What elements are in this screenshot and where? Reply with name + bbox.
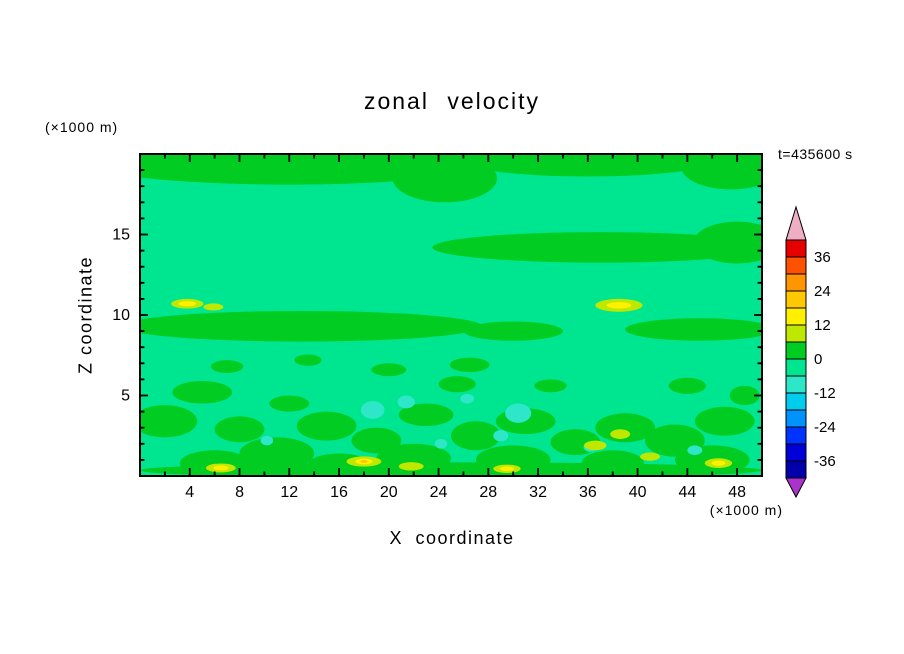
colorbar-tick-label: 0	[814, 351, 822, 368]
colorbar-segment	[785, 290, 807, 309]
colorbar-segment	[785, 460, 807, 479]
contour-patch	[351, 427, 402, 454]
contour-patch	[213, 465, 229, 471]
colorbar-segment	[785, 358, 807, 377]
contour-patch	[140, 405, 198, 438]
contour-patch	[640, 452, 660, 461]
contour-patch	[214, 416, 265, 443]
x-axis-unit-label: (×1000 m)	[709, 502, 783, 518]
contour-patch	[371, 363, 407, 377]
contour-patch	[360, 459, 368, 464]
contour-patch	[584, 440, 607, 451]
colorbar-segment	[785, 426, 807, 445]
colorbar-segment	[785, 443, 807, 462]
time-annotation: t=435600 s	[778, 146, 853, 162]
colorbar-segment	[785, 324, 807, 343]
contour-patch	[398, 462, 424, 471]
x-tick-label: 16	[330, 484, 348, 501]
contour-patch	[140, 310, 483, 342]
contour-patch	[296, 411, 357, 441]
x-tick-label: 8	[235, 484, 244, 501]
colorbar-segment	[785, 375, 807, 394]
contour-patch	[610, 429, 631, 439]
contour-patch	[260, 435, 274, 446]
x-tick-label: 20	[380, 484, 398, 501]
contour-patch	[140, 462, 762, 476]
contour-patch	[493, 430, 509, 442]
colorbar-segment	[785, 256, 807, 275]
x-tick-label: 24	[430, 484, 448, 501]
x-tick-label: 44	[678, 484, 696, 501]
y-tick-label: 5	[121, 388, 130, 405]
contour-patch	[505, 403, 532, 423]
y-tick-label: 10	[112, 307, 130, 324]
contour-patch	[451, 154, 725, 177]
x-tick-label: 32	[529, 484, 547, 501]
contour-patch	[172, 381, 233, 404]
contour-patch	[434, 438, 448, 449]
colorbar-over-arrow	[785, 205, 807, 241]
contour-field	[140, 154, 762, 476]
x-tick-label: 4	[185, 484, 194, 501]
contour-patch	[210, 360, 244, 373]
contour-patch	[432, 232, 762, 263]
contour-patch	[500, 466, 514, 472]
colorbar-tick-label: 12	[814, 317, 831, 334]
contour-patch	[178, 301, 196, 307]
contour-patch	[451, 421, 501, 451]
contour-patch	[463, 321, 563, 341]
colorbar-segment	[785, 392, 807, 411]
contour-patch	[711, 460, 726, 466]
contour-patch	[534, 379, 567, 393]
contour-patch	[729, 385, 760, 406]
contour-patch	[606, 302, 632, 309]
colorbar-tick-label: -36	[814, 453, 836, 470]
contour-patch	[449, 357, 490, 373]
colorbar-tick-label: 24	[814, 283, 831, 300]
x-tick-label: 36	[579, 484, 597, 501]
contour-patch	[693, 221, 762, 264]
contour-patch	[239, 437, 315, 470]
contour-patch	[397, 395, 415, 409]
x-tick-label: 12	[280, 484, 298, 501]
y-tick-label: 15	[112, 227, 130, 244]
colorbar-segment	[785, 409, 807, 428]
contour-patch	[438, 376, 476, 393]
y-axis-unit-label: (×1000 m)	[45, 119, 119, 135]
contour-patch	[694, 406, 755, 436]
contour-patch	[681, 154, 762, 190]
contour-patch	[269, 395, 310, 412]
contour-patch	[460, 393, 475, 404]
contour-patch	[392, 154, 498, 203]
contour-patch	[625, 318, 762, 341]
contour-patch	[398, 403, 454, 427]
y-axis-title: Z coordinate	[75, 255, 96, 375]
contour-patch	[294, 354, 322, 366]
chart-title: zonal velocity	[363, 88, 541, 114]
colorbar-under-arrow	[785, 477, 807, 499]
colorbar-segment	[785, 273, 807, 292]
colorbar-tick-label: -24	[814, 419, 836, 436]
axis-ticks	[140, 154, 762, 476]
contour-patch	[687, 445, 703, 456]
colorbar-segment	[785, 341, 807, 360]
x-axis-title: X coordinate	[389, 528, 515, 548]
colorbar-segment	[785, 239, 807, 258]
colorbar-segment	[785, 307, 807, 326]
colorbar-tick-label: -12	[814, 385, 836, 402]
contour-patch	[360, 401, 385, 419]
contour-patch	[595, 413, 656, 443]
x-tick-label: 28	[479, 484, 497, 501]
contour-patch	[203, 303, 224, 311]
colorbar: 36 24 12 0 -12 -24 -36	[785, 205, 836, 499]
x-tick-label: 48	[728, 484, 746, 501]
contour-patch	[668, 377, 707, 394]
x-tick-label: 40	[629, 484, 647, 501]
colorbar-tick-label: 36	[814, 249, 831, 266]
